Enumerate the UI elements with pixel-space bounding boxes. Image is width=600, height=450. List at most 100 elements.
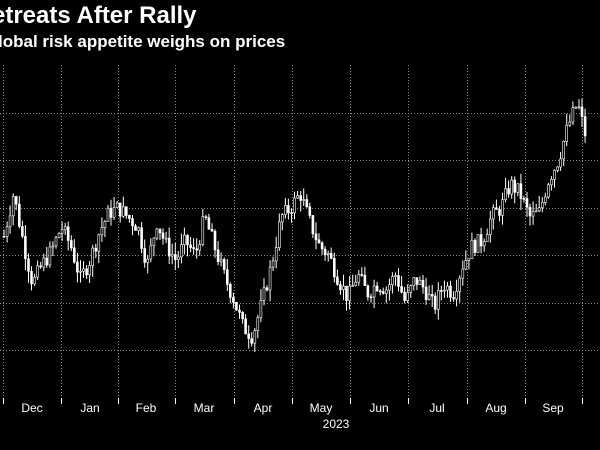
candle-body (265, 287, 269, 291)
candle-body (543, 196, 547, 203)
candle-body (366, 285, 370, 298)
candle-body (180, 244, 183, 258)
candle-body (534, 210, 538, 213)
candle-body (369, 296, 373, 299)
candle-body (192, 247, 195, 250)
candle-body (574, 106, 578, 109)
candle-body (583, 116, 587, 137)
candle-body (48, 246, 52, 266)
candle-body (183, 234, 186, 245)
candle-body (284, 205, 287, 215)
candle-body (415, 277, 419, 285)
candle-body (504, 188, 507, 200)
candle-body (571, 107, 575, 123)
candle-body (134, 225, 137, 231)
candle-body (152, 237, 156, 246)
candle-body (430, 294, 434, 297)
candle-body (439, 290, 443, 292)
candle-body (394, 275, 397, 277)
candle-body (39, 265, 43, 268)
candle-body (342, 285, 345, 291)
candle-body (66, 226, 70, 241)
candle-body (470, 240, 474, 259)
candle-body (339, 284, 342, 291)
candle-body (375, 285, 379, 292)
x-tick-label: Jul (429, 401, 444, 415)
candle-body (553, 170, 556, 180)
candle-body (540, 202, 544, 209)
candle-body (388, 284, 391, 291)
x-tick-label: Aug (485, 401, 506, 415)
candle-body (131, 218, 134, 227)
candle-body (464, 260, 468, 270)
candle-body (525, 198, 529, 208)
candle-body (5, 226, 9, 237)
candle-body (158, 228, 162, 234)
candle-body (177, 256, 180, 260)
candle-body (103, 221, 107, 228)
candle-body (491, 207, 495, 220)
candle-body (400, 286, 403, 293)
x-axis: Dec Jan Feb Mar Apr May Jun Jul Aug Sep 2023 (3, 398, 583, 431)
candle-body (277, 221, 281, 248)
candle-body (146, 258, 149, 263)
candle-body (482, 241, 486, 247)
candle-body (24, 235, 27, 260)
candle-body (14, 196, 18, 205)
candle-body (274, 247, 278, 262)
candle-body (259, 300, 263, 318)
candle-body (326, 253, 330, 255)
x-tick-label: Jan (80, 401, 99, 415)
candle-body (241, 311, 244, 320)
candle-body (189, 244, 192, 248)
candle-body (580, 106, 584, 117)
candle-body (577, 106, 581, 109)
candle-body (100, 227, 104, 236)
candle-body (122, 206, 125, 217)
candle-body (458, 277, 462, 292)
candle-body (201, 216, 205, 245)
candle-body (271, 260, 275, 268)
x-tick-label: Apr (254, 401, 273, 415)
candle-body (522, 198, 526, 200)
chart-subtitle: lobal risk appetite weighs on prices (0, 32, 286, 51)
candle-body (501, 199, 504, 216)
candle-body (51, 245, 55, 248)
candle-body (510, 179, 514, 195)
candle-body (409, 285, 413, 293)
gridlines (0, 65, 600, 398)
candle-body (247, 333, 250, 339)
candle-body (528, 206, 532, 217)
candle-body (449, 285, 452, 298)
x-tick-label: Mar (194, 401, 215, 415)
candle-body (109, 207, 113, 218)
candle-body (118, 202, 122, 217)
candle-body (299, 195, 303, 201)
candle-body (550, 179, 553, 186)
candle-body (446, 285, 449, 291)
candle-body (210, 229, 214, 232)
candle-body (2, 236, 6, 238)
candle-body (293, 197, 296, 214)
candle-body (235, 301, 238, 311)
candle-body (186, 234, 189, 246)
candle-body (112, 207, 116, 218)
candle-body (351, 285, 355, 287)
candle-body (79, 270, 82, 273)
candle-body (531, 211, 535, 217)
candle-body (378, 290, 382, 293)
candle-body (436, 290, 440, 310)
candlestick-series (2, 98, 587, 352)
candle-body (320, 242, 324, 250)
candle-body (195, 248, 198, 251)
candle-body (473, 240, 477, 253)
candle-body (311, 215, 315, 235)
candle-body (345, 285, 348, 301)
candle-body (216, 249, 220, 262)
candle-body (91, 247, 94, 266)
candle-body (562, 141, 566, 160)
x-tick-label: Dec (21, 401, 42, 415)
candle-body (226, 269, 229, 285)
candle-body (308, 206, 312, 216)
candle-body (568, 121, 572, 126)
